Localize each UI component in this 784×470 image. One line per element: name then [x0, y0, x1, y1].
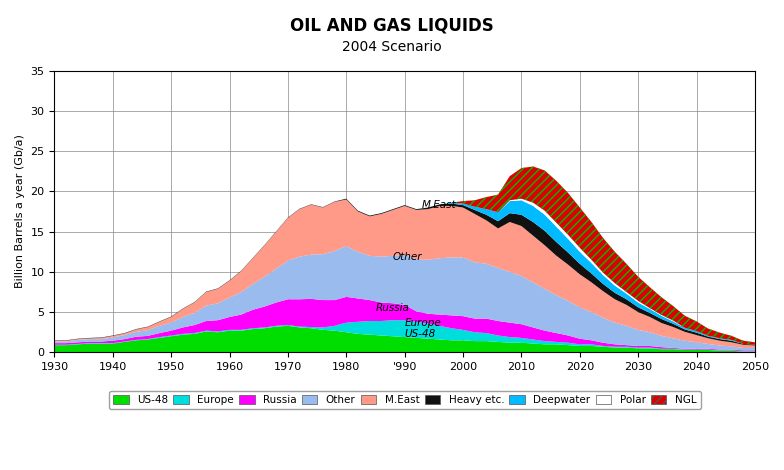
- Y-axis label: Billion Barrels a year (Gb/a): Billion Barrels a year (Gb/a): [15, 134, 25, 289]
- Text: 2004 Scenario: 2004 Scenario: [342, 40, 442, 54]
- Text: Russia: Russia: [376, 303, 409, 313]
- Text: Other: Other: [393, 252, 423, 262]
- Text: OIL AND GAS LIQUIDS: OIL AND GAS LIQUIDS: [290, 16, 494, 34]
- Text: M.East: M.East: [422, 200, 457, 210]
- Legend: US-48, Europe, Russia, Other, M.East, Heavy etc., Deepwater, Polar, NGL: US-48, Europe, Russia, Other, M.East, He…: [109, 391, 701, 409]
- Text: US-48: US-48: [405, 329, 436, 339]
- Text: Europe: Europe: [405, 318, 441, 328]
